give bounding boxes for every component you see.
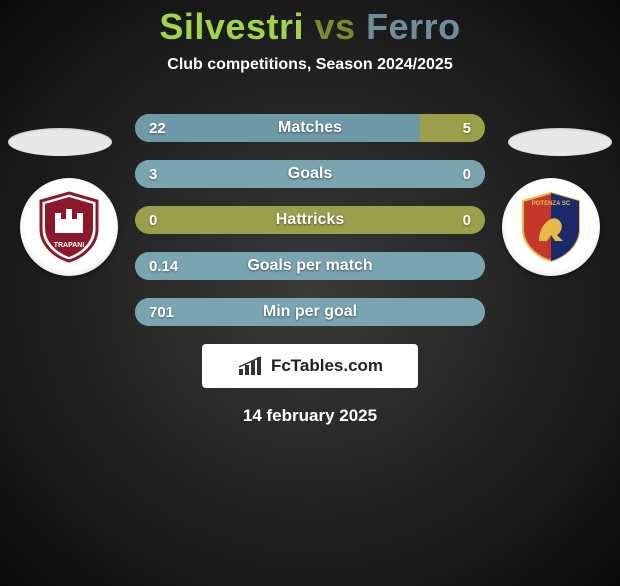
player2-club-badge: POTENZA SC (502, 178, 600, 276)
player2-oval-placeholder (508, 128, 612, 156)
player1-name: Silvestri (159, 6, 304, 47)
stat-label: Goals per match (135, 257, 485, 275)
potenza-shield-icon: POTENZA SC (519, 191, 583, 263)
player1-oval-placeholder (8, 128, 112, 156)
brand-box: FcTables.com (202, 344, 418, 388)
stat-row: 0.14Goals per match (135, 252, 485, 280)
stat-value-right: 0 (463, 212, 471, 229)
trapani-shield-icon: TRAPANI (37, 191, 101, 263)
stat-label: Matches (135, 119, 485, 137)
stat-value-right: 5 (463, 120, 471, 137)
stat-value-right: 0 (463, 166, 471, 183)
stat-row: 701Min per goal (135, 298, 485, 326)
brand-text: FcTables.com (271, 356, 383, 376)
stat-label: Goals (135, 165, 485, 183)
subtitle: Club competitions, Season 2024/2025 (0, 56, 620, 74)
stat-row: 3Goals0 (135, 160, 485, 188)
stat-row: 0Hattricks0 (135, 206, 485, 234)
player2-name: Ferro (366, 6, 461, 47)
stat-label: Min per goal (135, 303, 485, 321)
vs-word: vs (315, 6, 356, 47)
svg-text:TRAPANI: TRAPANI (54, 242, 85, 249)
svg-text:POTENZA SC: POTENZA SC (532, 201, 571, 207)
player1-club-badge: TRAPANI (20, 178, 118, 276)
comparison-title: Silvestri vs Ferro (0, 6, 620, 48)
stat-row: 22Matches5 (135, 114, 485, 142)
comparison-date: 14 february 2025 (0, 406, 620, 426)
stat-label: Hattricks (135, 211, 485, 229)
fctables-logo-icon (237, 355, 265, 377)
